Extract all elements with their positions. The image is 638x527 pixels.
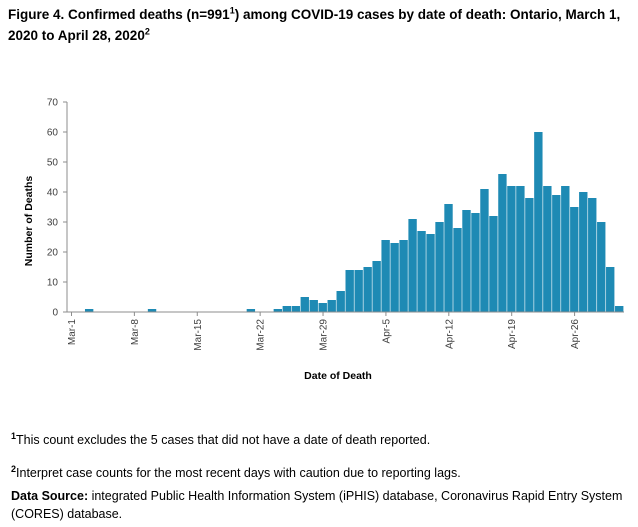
footnote-1-text: This count excludes the 5 cases that did… [16,433,431,447]
bar [309,300,318,312]
bar [480,189,489,312]
x-tick-label: Mar-29 [319,319,330,351]
bar [354,270,363,312]
bar [336,291,345,312]
bar [147,309,157,312]
footnote-1: 1This count excludes the 5 cases that di… [11,431,631,449]
bar [516,186,525,312]
bar [543,186,552,312]
y-tick-label: 60 [47,128,59,139]
bar [381,240,390,312]
x-tick-label: Apr-5 [381,319,392,344]
x-tick-label: Mar-1 [67,319,78,346]
bar [561,186,570,312]
bar [570,207,579,312]
bar [453,228,462,312]
bar [525,198,534,312]
bar [507,186,516,312]
title-footnote-marker-2: 2 [144,26,150,37]
footnote-1-marker: 1 [11,430,17,441]
x-axis-label: Date of Death [304,370,372,382]
bar [408,219,417,312]
y-tick-label: 20 [47,248,59,259]
footnote-2-text: Interpret case counts for the most recen… [16,466,461,480]
x-tick-label: Apr-12 [444,319,455,349]
y-tick-label: 50 [47,158,59,169]
footnote-2: 2Interpret case counts for the most rece… [11,464,631,482]
bar [300,297,309,312]
bar [327,300,336,312]
x-tick-label: Apr-26 [570,319,581,349]
x-tick-label: Mar-8 [130,319,141,346]
y-tick-label: 70 [47,98,59,109]
bar [489,216,498,312]
bar [399,240,408,312]
bar [579,192,588,312]
bar [291,306,300,312]
title-footnote-marker-1: 1 [229,5,235,16]
bar [615,306,624,312]
x-tick-label: Mar-15 [193,319,204,351]
bar [462,210,471,312]
bar [435,222,444,312]
chart-axes [66,102,624,313]
y-tick-label: 40 [47,188,59,199]
bar [471,213,480,312]
y-tick-label: 0 [52,308,58,319]
bar [597,222,606,312]
bar [498,174,507,312]
x-tick-label: Apr-19 [507,319,518,349]
x-tick-label: Mar-22 [256,319,267,351]
bar [246,309,256,312]
y-axis-label: Number of Deaths [23,176,35,267]
bar [588,198,597,312]
data-source-label: Data Source: [11,489,89,503]
bar [345,270,354,312]
bar [390,243,399,312]
y-axis-ticks: 0 10 20 30 40 50 60 70 [47,98,67,319]
y-tick-label: 10 [47,278,59,289]
bar [552,195,561,312]
bar [606,267,615,312]
bar [426,234,435,312]
bar [282,306,291,312]
data-source-note: Data Source: integrated Public Health In… [11,487,631,523]
y-tick-label: 30 [47,218,59,229]
data-source-text: integrated Public Health Information Sys… [11,489,623,521]
figure-title: Figure 4. Confirmed deaths (n=9911) amon… [8,4,634,46]
footnote-2-marker: 2 [11,463,17,474]
bar [84,309,94,312]
bar [372,261,381,312]
bar [417,231,426,312]
title-text-pre: Figure 4. Confirmed deaths (n=991 [8,7,230,22]
bar [444,204,453,312]
bar [318,303,327,312]
x-axis-ticks: Mar-1 Mar-8 Mar-15 Mar-22 Mar-29 Apr-5 Apr-12 A… [67,312,581,351]
bar [363,267,372,312]
chart-bars [84,132,624,312]
title-text-mid: ) among COVID-19 cases by date of death:… [8,7,621,43]
bar [534,132,543,312]
bar [273,309,283,312]
